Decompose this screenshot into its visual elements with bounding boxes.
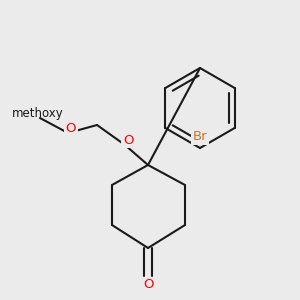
Text: methoxy: methoxy	[12, 106, 64, 119]
Text: O: O	[143, 278, 153, 292]
Text: Br: Br	[193, 130, 207, 143]
Text: O: O	[66, 122, 76, 134]
Text: O: O	[123, 134, 133, 146]
